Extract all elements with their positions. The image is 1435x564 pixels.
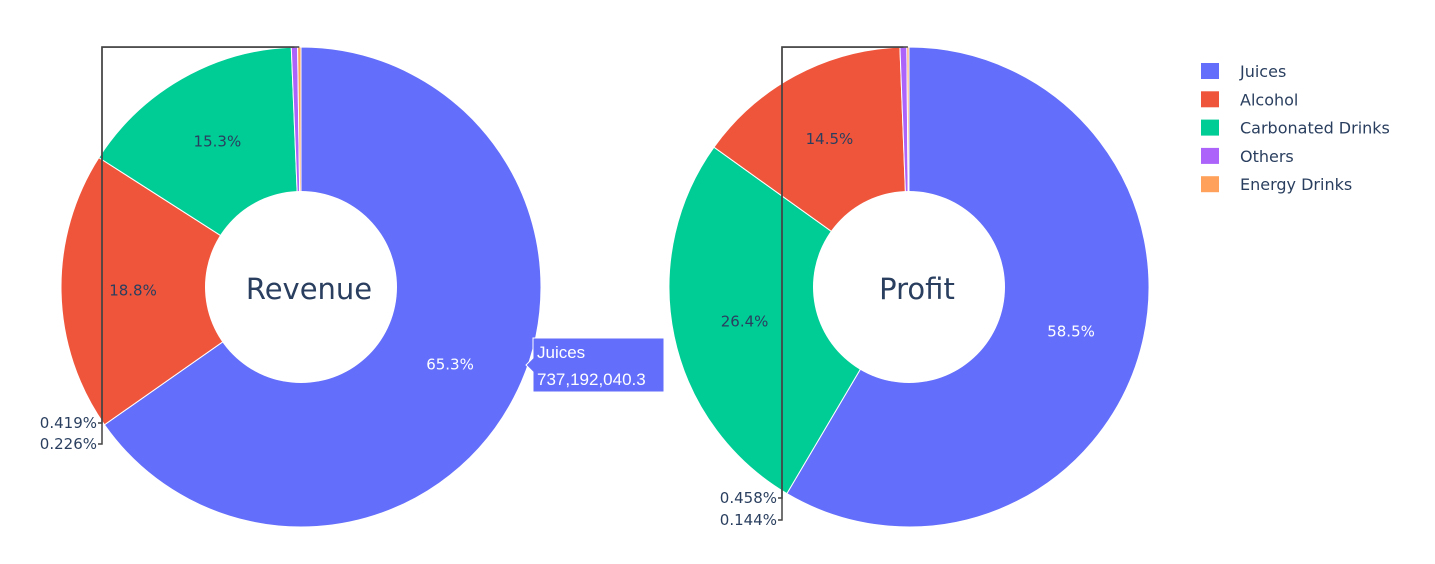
tooltip-box [525, 337, 665, 393]
legend-swatch [1201, 63, 1219, 79]
legend-item-others[interactable]: Others [1201, 147, 1294, 166]
legend-label: Carbonated Drinks [1240, 119, 1390, 138]
legend-label: Juices [1239, 62, 1286, 81]
outside-label-energy-drinks: 0.144% [720, 511, 777, 529]
legend-item-alcohol[interactable]: Alcohol [1201, 90, 1298, 109]
outside-label-others: 0.458% [720, 489, 777, 507]
tooltip-value: 737,192,040.3 [537, 370, 646, 389]
tooltip-label: Juices [537, 343, 585, 362]
legend-item-energy-drinks[interactable]: Energy Drinks [1201, 175, 1352, 194]
slice-label-alcohol: 18.8% [109, 282, 157, 300]
pies-layer: 65.3% 18.8% 15.3% Revenue 0.419% 0.226% 58.5% 2… [40, 46, 1150, 529]
outside-label-energy-drinks: 0.226% [40, 435, 97, 453]
donut-title: Revenue [246, 272, 372, 306]
slice-label-juices: 65.3% [426, 356, 474, 374]
legend-label: Others [1240, 147, 1294, 166]
legend: Juices Alcohol Carbonated Drinks Others Ener… [1201, 62, 1390, 194]
slice-alcohol[interactable] [60, 156, 302, 426]
slice-carbonated-drinks[interactable] [668, 146, 910, 495]
legend-label: Energy Drinks [1240, 175, 1352, 194]
leader-line [98, 46, 300, 445]
donut-profit: 58.5% 26.4% 14.5% Profit 0.458% 0.144% [668, 46, 1150, 529]
legend-swatch [1201, 176, 1219, 193]
legend-swatch [1201, 119, 1219, 136]
slice-label-alcohol: 14.5% [806, 130, 854, 148]
legend-item-juices[interactable]: Juices [1201, 62, 1286, 81]
leader-line [778, 46, 908, 521]
slice-label-carbonated-drinks: 26.4% [721, 313, 769, 331]
legend-swatch [1201, 91, 1219, 108]
legend-item-carbonated-drinks[interactable]: Carbonated Drinks [1201, 119, 1390, 138]
legend-label: Alcohol [1240, 90, 1298, 109]
donut-hole [205, 191, 397, 383]
slice-label-juices: 58.5% [1047, 322, 1095, 340]
donut-hole [813, 191, 1005, 383]
outside-label-others: 0.419% [40, 414, 97, 432]
slice-label-carbonated-drinks: 15.3% [194, 132, 242, 150]
legend-swatch [1201, 147, 1219, 164]
donut-revenue: 65.3% 18.8% 15.3% Revenue 0.419% 0.226% [40, 46, 542, 528]
hover-tooltip: Juices 737,192,040.3 [525, 337, 665, 393]
donut-title: Profit [879, 272, 955, 306]
